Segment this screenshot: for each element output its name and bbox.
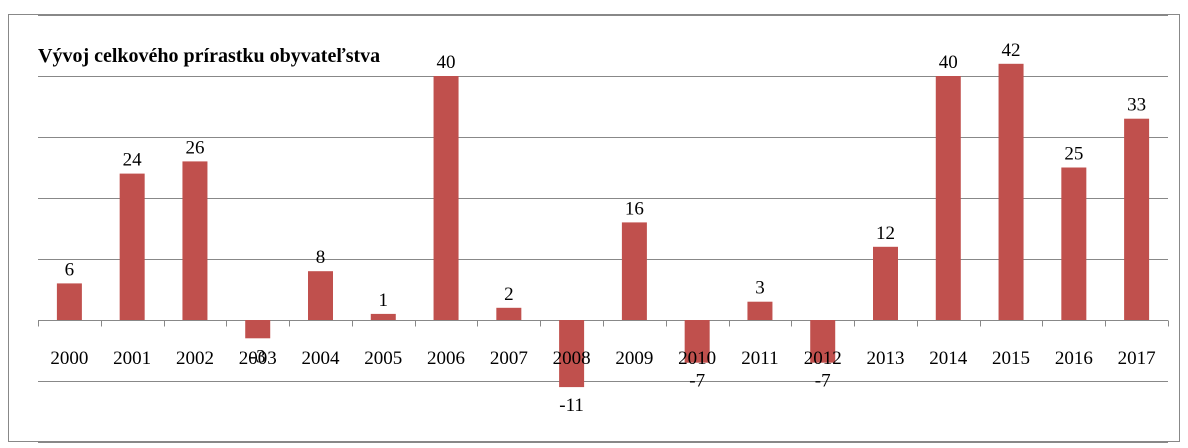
x-tick-label: 2000: [50, 348, 88, 369]
x-tick-label: 2009: [615, 348, 653, 369]
data-label: 8: [316, 247, 326, 268]
data-label: 40: [939, 52, 958, 73]
bar: [1124, 118, 1150, 320]
x-tick-label: 2008: [553, 348, 591, 369]
x-tick-label: 2004: [302, 348, 341, 369]
data-label: 2: [504, 284, 514, 305]
bar: [370, 313, 396, 320]
bar: [559, 320, 585, 388]
x-tick-label: 2003: [239, 348, 277, 369]
x-tick-label: 2007: [490, 348, 528, 369]
bar: [873, 246, 898, 320]
data-label: 40: [437, 52, 456, 73]
x-tick-label: 2010: [678, 348, 716, 369]
data-label: 24: [123, 150, 143, 171]
data-label: -3: [250, 346, 266, 367]
bar: [810, 320, 836, 363]
x-tick-label: 2014: [929, 348, 968, 369]
data-label: 1: [379, 290, 389, 311]
data-label: 6: [65, 259, 75, 280]
data-label: -7: [689, 371, 705, 392]
bar: [747, 301, 773, 320]
x-tick-label: 2013: [867, 348, 905, 369]
x-tick-label: 2002: [176, 348, 214, 369]
x-tick-label: 2015: [992, 348, 1030, 369]
data-label: -7: [815, 371, 831, 392]
bar: [496, 307, 522, 320]
bar: [308, 271, 333, 320]
x-tick-label: 2011: [741, 348, 778, 369]
bar: [998, 63, 1024, 321]
data-label: 25: [1064, 144, 1083, 165]
x-tick-label: 2001: [113, 348, 151, 369]
x-tick-label: 2006: [427, 348, 465, 369]
data-label: 33: [1127, 95, 1146, 116]
bar: [245, 320, 271, 339]
data-label: 16: [625, 198, 644, 219]
x-tick-label: 2017: [1118, 348, 1156, 369]
bar: [621, 222, 647, 320]
x-tick-label: 2012: [804, 348, 842, 369]
bar: [433, 76, 459, 320]
bar: [182, 161, 208, 320]
bar: [935, 76, 961, 320]
data-label: 3: [755, 278, 765, 299]
chart-frame: [8, 14, 1180, 442]
x-tick-label: 2005: [364, 348, 402, 369]
chart-title: Vývoj celkového prírastku obyvateľstva: [38, 45, 380, 67]
data-label: 12: [876, 223, 895, 244]
x-tick-label: 2016: [1055, 348, 1093, 369]
bar: [1061, 167, 1087, 320]
bar: [684, 320, 710, 363]
bar: [56, 283, 82, 320]
bar: [119, 173, 145, 320]
data-label: -11: [559, 395, 584, 416]
data-label: 26: [185, 137, 204, 158]
data-label: 42: [1002, 40, 1021, 61]
